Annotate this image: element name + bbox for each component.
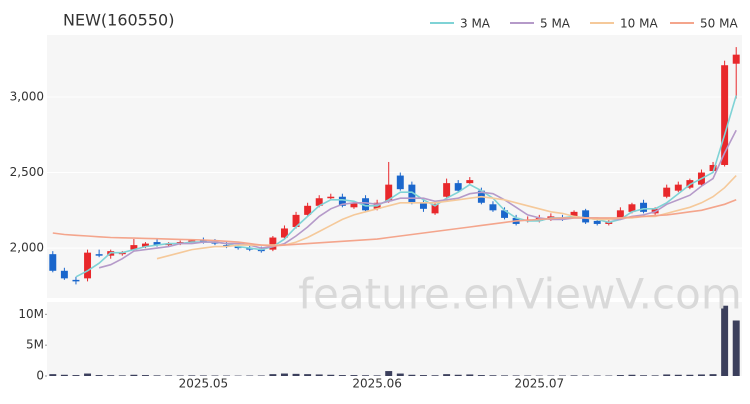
- candle-body: [327, 197, 334, 199]
- volume-tick-label: 5M: [26, 338, 44, 352]
- volume-bar: [339, 375, 346, 376]
- volume-bar: [466, 374, 473, 376]
- candle-body: [721, 65, 728, 165]
- volume-bar: [188, 375, 195, 376]
- volume-bar: [165, 375, 172, 376]
- candle-body: [582, 210, 589, 222]
- volume-bar: [350, 375, 357, 376]
- x-tick-label: 2025.06: [352, 377, 402, 391]
- candle-body: [84, 253, 91, 279]
- volume-bar: [316, 374, 323, 376]
- volume-bar: [61, 375, 68, 376]
- volume-bar: [501, 375, 508, 376]
- candle-body: [72, 280, 79, 282]
- candle-body: [617, 210, 624, 218]
- candle-body: [675, 185, 682, 191]
- candle-body: [663, 188, 670, 197]
- candle-body: [49, 254, 56, 271]
- volume-bar: [571, 375, 578, 376]
- candle-body: [733, 55, 740, 64]
- volume-bar: [130, 375, 137, 376]
- candle-body: [96, 254, 103, 256]
- volume-bar: [84, 374, 91, 376]
- watermark: feature.enViewV.com: [298, 270, 741, 319]
- candle-body: [455, 183, 462, 191]
- volume-bar: [142, 375, 149, 376]
- volume-bar: [374, 375, 381, 376]
- volume-bar: [107, 375, 114, 376]
- volume-bar: [663, 374, 670, 376]
- volume-bar: [686, 375, 693, 376]
- candle-body: [61, 271, 68, 279]
- volume-bar: [675, 375, 682, 376]
- volume-bar: [420, 375, 427, 376]
- volume-bar: [582, 375, 589, 376]
- volume-tick-label: 10M: [18, 307, 44, 321]
- legend-label: 5 MA: [540, 17, 571, 31]
- volume-bar: [293, 374, 300, 376]
- legend-label: 3 MA: [460, 17, 491, 31]
- chart-title: NEW(160550): [63, 11, 174, 30]
- volume-bar: [49, 374, 56, 376]
- volume-bar: [362, 375, 369, 376]
- volume-bar: [617, 375, 624, 376]
- volume-bar: [269, 374, 276, 376]
- candle-body: [420, 203, 427, 209]
- volume-bar: [432, 375, 439, 376]
- candle-body: [397, 176, 404, 190]
- volume-bar: [327, 375, 334, 376]
- volume-bar: [455, 375, 462, 376]
- volume-bar: [72, 375, 79, 376]
- legend-label: 50 MA: [700, 17, 738, 31]
- candle-body: [594, 221, 601, 224]
- volume-bar: [397, 374, 404, 376]
- volume-bar: [119, 375, 126, 376]
- volume-bar: [408, 375, 415, 376]
- y-tick-label: 3,000: [10, 89, 44, 103]
- volume-bar: [154, 375, 161, 376]
- volume-bar: [640, 375, 647, 376]
- x-tick-label: 2025.07: [514, 377, 564, 391]
- volume-bar: [443, 374, 450, 376]
- volume-bar: [652, 375, 659, 376]
- volume-bar: [710, 374, 717, 376]
- volume-bar: [96, 375, 103, 376]
- volume-bar: [698, 374, 705, 376]
- volume-bar: [304, 374, 311, 376]
- volume-bar: [628, 375, 635, 376]
- candle-body: [466, 180, 473, 183]
- x-tick-label: 2025.05: [179, 377, 229, 391]
- legend-label: 10 MA: [620, 17, 658, 31]
- y-tick-label: 2,000: [10, 241, 44, 255]
- volume-bar: [385, 371, 392, 376]
- candle-body: [640, 203, 647, 212]
- candle-body: [443, 183, 450, 197]
- price-panel: [47, 35, 742, 298]
- volume-bar: [281, 374, 288, 376]
- y-tick-label: 2,500: [10, 165, 44, 179]
- volume-bar: [200, 375, 207, 376]
- candle-body: [489, 204, 496, 210]
- volume-bar: [478, 375, 485, 376]
- volume-bar: [733, 321, 740, 377]
- volume-bar: [489, 375, 496, 376]
- volume-tick-label: 0: [36, 369, 44, 383]
- volume-bar: [513, 375, 520, 376]
